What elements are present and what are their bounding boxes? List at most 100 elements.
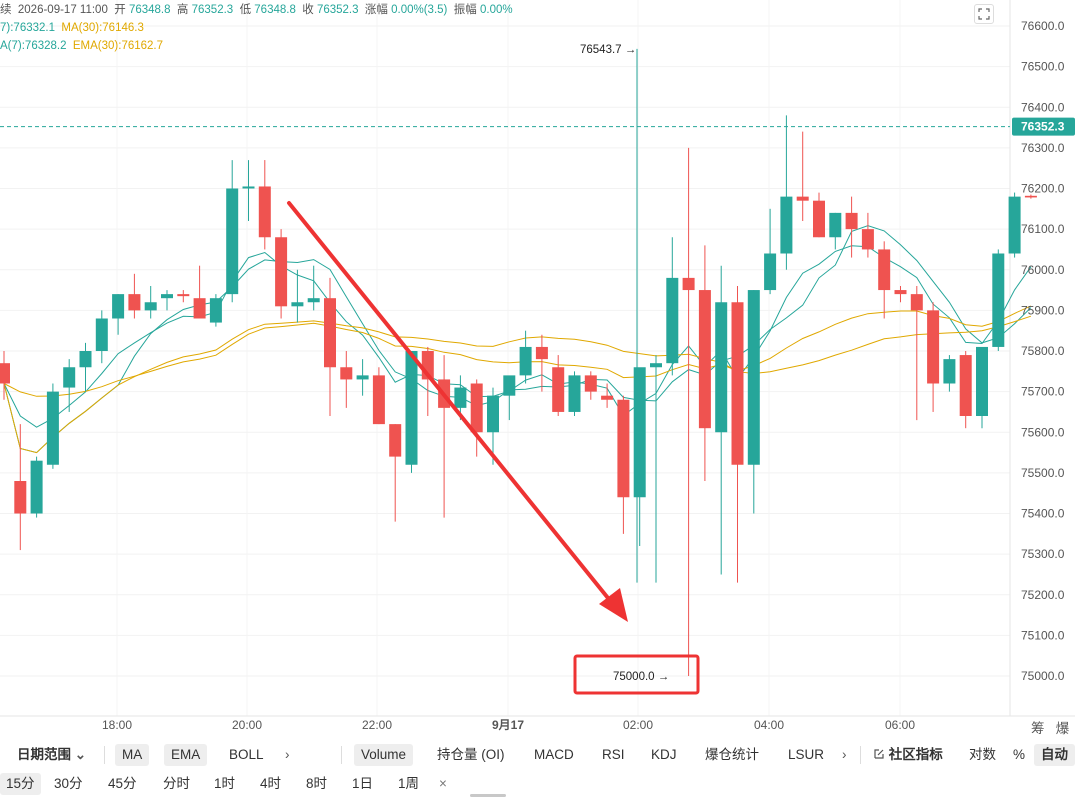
y-tick-label: 75800.0 xyxy=(1021,344,1065,358)
candle xyxy=(340,351,353,408)
y-tick-label: 76400.0 xyxy=(1021,100,1065,114)
ma-legend[interactable]: 7):76332.1 MA(30):76146.3 xyxy=(0,21,144,36)
candle xyxy=(992,249,1005,351)
candle xyxy=(894,286,907,303)
candle xyxy=(14,424,27,551)
candle xyxy=(698,245,711,481)
date-range-button[interactable]: 日期范围 ⌄ xyxy=(10,744,93,766)
ma-button[interactable]: MA xyxy=(115,744,150,766)
candle-body xyxy=(943,359,956,384)
y-tick-label: 76300.0 xyxy=(1021,141,1065,155)
x-tick-label: 02:00 xyxy=(623,718,653,732)
ohlc-info: 续 2026-09-17 11:00 开 76348.8 高 76352.3 低… xyxy=(0,3,513,18)
log-scale-button[interactable]: 对数 xyxy=(969,747,996,762)
candle xyxy=(438,355,451,518)
candle-body xyxy=(1024,195,1037,198)
candle xyxy=(535,334,548,392)
divider xyxy=(341,746,342,764)
candle-body xyxy=(519,346,532,376)
candle-body xyxy=(878,249,891,291)
chip-distribution-button[interactable]: 筹 xyxy=(1031,721,1045,736)
timeframe-4h[interactable]: 4时 xyxy=(260,776,282,791)
liquidation-button[interactable]: 爆仓统计 xyxy=(705,747,759,762)
ema-button[interactable]: EMA xyxy=(164,744,208,766)
fullscreen-button[interactable] xyxy=(974,4,994,24)
oi-button[interactable]: 持仓量 (OI) xyxy=(437,747,505,762)
change-label: 涨幅 xyxy=(364,4,388,16)
candle xyxy=(30,456,43,518)
timeframe-1d[interactable]: 1日 xyxy=(352,776,374,791)
y-tick-label: 75400.0 xyxy=(1021,507,1065,521)
current-price-tag xyxy=(1012,117,1075,136)
candle xyxy=(976,346,988,429)
annotation-arrow-shaft xyxy=(287,201,614,605)
candle-body xyxy=(927,310,940,384)
more-subindicators-button[interactable]: › xyxy=(842,747,847,762)
candle xyxy=(487,387,499,465)
lsur-button[interactable]: LSUR xyxy=(788,747,825,762)
candle xyxy=(878,241,891,319)
candle-body xyxy=(503,375,516,396)
candle-body xyxy=(584,375,597,392)
candle xyxy=(372,367,385,425)
timeframe-line[interactable]: 分时 xyxy=(163,776,190,791)
scroll-handle[interactable] xyxy=(470,794,506,797)
more-indicators-button[interactable]: › xyxy=(285,747,290,762)
timeframe-1h[interactable]: 1时 xyxy=(214,776,236,791)
candle-body xyxy=(275,237,288,307)
ema30-line xyxy=(3,305,1032,397)
rsi-button[interactable]: RSI xyxy=(602,747,625,762)
auto-scale-button[interactable]: 自动 xyxy=(1034,744,1075,766)
current-price-line: 76352.3 xyxy=(0,117,1075,136)
candle xyxy=(601,383,614,408)
candle-body xyxy=(894,290,907,295)
candle-body xyxy=(63,367,76,388)
open-value: 76348.8 xyxy=(128,4,171,16)
time-axis: 18:00 20:00 22:00 9月17 02:00 04:00 06:00 xyxy=(102,718,915,732)
ema30-value: EMA(30):76162.7 xyxy=(72,40,164,52)
candle xyxy=(552,355,565,416)
macd-button[interactable]: MACD xyxy=(534,747,574,762)
candle-body xyxy=(731,302,744,465)
timeframe-8h[interactable]: 8时 xyxy=(306,776,328,791)
candle xyxy=(209,294,222,327)
amplitude-label: 振幅 xyxy=(453,4,477,16)
candle-body xyxy=(861,229,874,250)
candle-body xyxy=(715,302,728,433)
close-value: 76352.3 xyxy=(316,4,359,16)
candle-body xyxy=(747,290,760,465)
timeframe-1w[interactable]: 1周 xyxy=(398,776,420,791)
candle-body xyxy=(682,277,695,291)
date-range-label: 日期范围 xyxy=(17,747,71,762)
side-tools: 筹 爆 xyxy=(1031,717,1075,737)
timeframe-30m[interactable]: 30分 xyxy=(54,776,83,791)
chevron-down-icon: ⌄ xyxy=(74,747,87,762)
x-tick-label: 20:00 xyxy=(232,718,262,732)
boll-button[interactable]: BOLL xyxy=(229,747,264,762)
close-icon[interactable]: × xyxy=(439,776,447,791)
candle xyxy=(813,192,825,238)
candle xyxy=(177,290,190,303)
x-tick-label: 9月17 xyxy=(492,718,524,732)
candle-body xyxy=(845,212,858,230)
price-axis: 76600.0 76500.0 76400.0 76300.0 76200.0 76100… xyxy=(1021,19,1065,683)
timeframe-45m[interactable]: 45分 xyxy=(108,776,137,791)
candle xyxy=(666,237,679,376)
volume-button[interactable]: Volume xyxy=(354,744,414,766)
percent-button[interactable]: % xyxy=(1013,747,1026,762)
candle-body xyxy=(242,186,255,189)
candle-body xyxy=(470,383,483,433)
ema-legend[interactable]: A(7):76328.2 EMA(30):76162.7 xyxy=(0,39,163,54)
community-indicators-button[interactable]: 社区指标 xyxy=(866,744,950,766)
y-tick-label: 76500.0 xyxy=(1021,60,1065,74)
candle xyxy=(128,273,141,319)
candle xyxy=(389,424,402,522)
y-tick-label: 75900.0 xyxy=(1021,303,1065,317)
liquidation-map-button[interactable]: 爆 xyxy=(1055,721,1070,736)
candle xyxy=(633,367,646,546)
candle xyxy=(943,355,956,392)
kdj-button[interactable]: KDJ xyxy=(651,747,677,762)
timeframe-15m[interactable]: 15分 xyxy=(0,773,41,795)
y-tick-label: 75300.0 xyxy=(1021,547,1065,561)
